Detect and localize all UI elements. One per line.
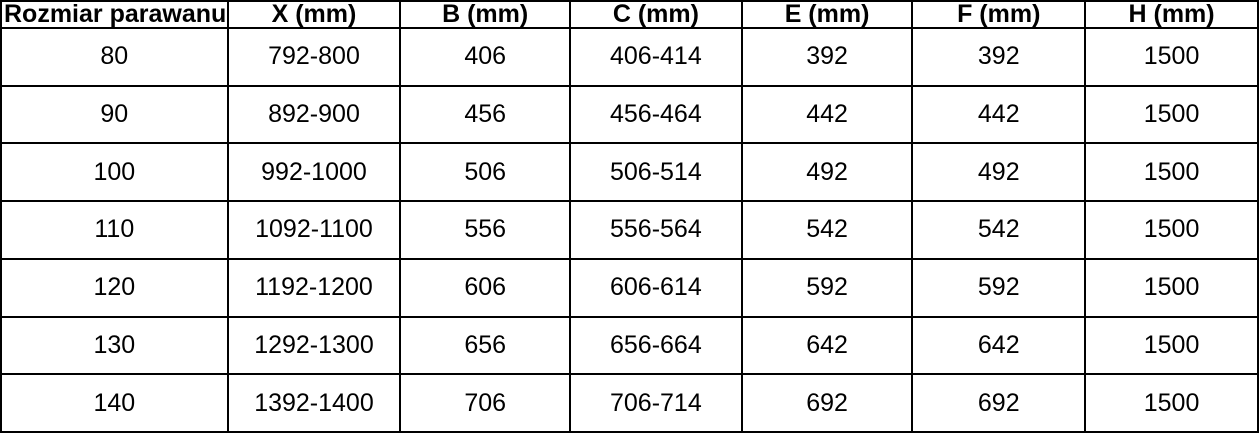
table-row: 90 892-900 456 456-464 442 442 1500 [0, 84, 1259, 145]
table-cell: 656 [399, 315, 572, 376]
cell-size: 100 [0, 142, 229, 203]
table-cell: 492 [740, 142, 914, 203]
column-header-h-mm: H (mm) [1084, 0, 1259, 29]
table-cell: 1292-1300 [226, 315, 402, 376]
table-cell: 1500 [1084, 142, 1259, 203]
table-cell: 592 [740, 257, 914, 318]
table-cell: 542 [911, 200, 1087, 260]
table-row: 130 1292-1300 656 656-664 642 642 1500 [0, 315, 1259, 376]
table-cell: 1500 [1084, 200, 1259, 260]
table-cell: 392 [911, 27, 1087, 87]
table-row: 110 1092-1100 556 556-564 542 542 1500 [0, 200, 1259, 260]
column-header-e-mm: E (mm) [740, 0, 914, 29]
cell-size: 120 [0, 257, 229, 318]
table-cell: 692 [911, 373, 1087, 433]
table-cell: 556 [399, 200, 572, 260]
column-header-x-mm: X (mm) [226, 0, 402, 29]
cell-size: 130 [0, 315, 229, 376]
table-cell: 1500 [1084, 27, 1259, 87]
table-cell: 1500 [1084, 257, 1259, 318]
table-cell: 442 [911, 84, 1087, 145]
table-cell: 992-1000 [226, 142, 402, 203]
table-cell: 692 [740, 373, 914, 433]
cell-size: 80 [0, 27, 229, 87]
table-cell: 592 [911, 257, 1087, 318]
table-cell: 392 [740, 27, 914, 87]
column-header-f-mm: F (mm) [911, 0, 1087, 29]
table-cell: 606-614 [569, 257, 743, 318]
table-row: 100 992-1000 506 506-514 492 492 1500 [0, 142, 1259, 203]
table-row: 80 792-800 406 406-414 392 392 1500 [0, 27, 1259, 87]
table-cell: 1192-1200 [226, 257, 402, 318]
table-cell: 442 [740, 84, 914, 145]
table-cell: 1092-1100 [226, 200, 402, 260]
cell-size: 110 [0, 200, 229, 260]
cell-size: 90 [0, 84, 229, 145]
table-cell: 706-714 [569, 373, 743, 433]
header-row: Rozmiar parawanu X (mm) B (mm) C (mm) E … [0, 0, 1259, 29]
table-cell: 1500 [1084, 373, 1259, 433]
table-cell: 556-564 [569, 200, 743, 260]
column-header-c-mm: C (mm) [569, 0, 743, 29]
table-cell: 642 [740, 315, 914, 376]
table-cell: 1392-1400 [226, 373, 402, 433]
cell-size: 140 [0, 373, 229, 433]
table-cell: 506-514 [569, 142, 743, 203]
table-cell: 656-664 [569, 315, 743, 376]
table-cell: 706 [399, 373, 572, 433]
table-cell: 1500 [1084, 315, 1259, 376]
column-header-b-mm: B (mm) [399, 0, 572, 29]
table-row: 120 1192-1200 606 606-614 592 592 1500 [0, 257, 1259, 318]
table-cell: 492 [911, 142, 1087, 203]
table-cell: 406-414 [569, 27, 743, 87]
table-cell: 792-800 [226, 27, 402, 87]
table-cell: 406 [399, 27, 572, 87]
table-cell: 892-900 [226, 84, 402, 145]
table-cell: 506 [399, 142, 572, 203]
table-cell: 1500 [1084, 84, 1259, 145]
table-cell: 542 [740, 200, 914, 260]
column-header-rozmiar-parawanu: Rozmiar parawanu [0, 0, 229, 29]
table-cell: 456-464 [569, 84, 743, 145]
table-cell: 642 [911, 315, 1087, 376]
table-cell: 456 [399, 84, 572, 145]
table-row: 140 1392-1400 706 706-714 692 692 1500 [0, 373, 1259, 433]
table-cell: 606 [399, 257, 572, 318]
